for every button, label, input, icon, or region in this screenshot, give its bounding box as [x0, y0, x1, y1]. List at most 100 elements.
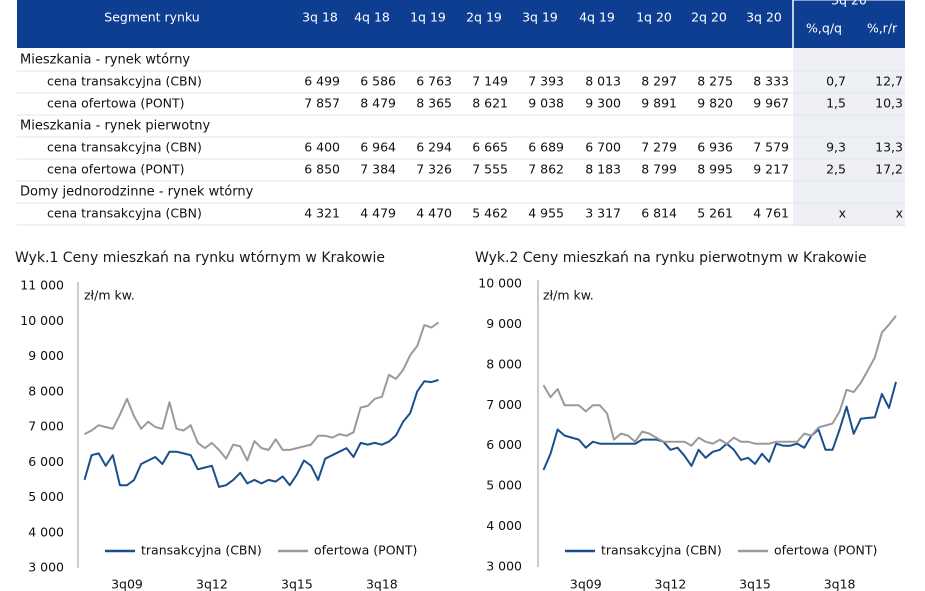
cell: 7 579 [753, 140, 789, 155]
cell: 0,7 [826, 74, 846, 89]
cell: 6 763 [416, 74, 452, 89]
y-tick-label: 6 000 [486, 437, 522, 452]
section-label: Mieszkania - rynek wtórny [20, 53, 190, 68]
x-tick-label: 3q09 [111, 577, 143, 591]
cell: 6 400 [304, 140, 340, 155]
cell: 7 384 [360, 162, 396, 177]
cell: 6 499 [304, 74, 340, 89]
row-label: cena transakcyjna (CBN) [47, 74, 202, 89]
header-cell: 3q 18 [302, 10, 338, 25]
subheader-cell: %,q/q [806, 21, 842, 36]
x-tick-label: 3q18 [366, 577, 398, 591]
x-tick-label: 3q12 [655, 577, 687, 591]
y-tick-label: 8 000 [28, 383, 64, 398]
header-cell: Segment rynku [104, 10, 199, 25]
cell: 7 149 [472, 74, 508, 89]
cell: 6 814 [641, 206, 677, 221]
row-label: cena ofertowa (PONT) [47, 162, 185, 177]
header-cell: 4q 19 [579, 10, 615, 25]
y-tick-label: 5 000 [486, 478, 522, 493]
cell: 3 317 [585, 206, 621, 221]
cell: 4 955 [528, 206, 564, 221]
header-cell: 2q 19 [466, 10, 502, 25]
header-cell: 3q 19 [522, 10, 558, 25]
cell: 8 275 [697, 74, 733, 89]
cell: 9 820 [697, 96, 733, 111]
cell: 5 261 [697, 206, 733, 221]
y-axis-label: zł/m kw. [543, 288, 594, 303]
legend-label: transakcyjna (CBN) [141, 543, 262, 558]
cell: x [839, 206, 846, 221]
x-tick-label: 3q15 [739, 577, 771, 591]
group-header: 3q 20 [831, 0, 867, 8]
cell: 6 936 [697, 140, 733, 155]
chart-title: Wyk.2 Ceny mieszkań na rynku pierwotnym … [475, 250, 867, 266]
cell: 10,3 [875, 96, 903, 111]
series-line [542, 381, 897, 471]
cell: 8 013 [585, 74, 621, 89]
y-tick-label: 8 000 [486, 356, 522, 371]
legend-label: ofertowa (PONT) [774, 543, 877, 558]
cell: 9 300 [585, 96, 621, 111]
header-cell: 1q 20 [636, 10, 672, 25]
section-label: Mieszkania - rynek pierwotny [20, 119, 211, 134]
cell: 7 279 [641, 140, 677, 155]
legend-label: transakcyjna (CBN) [601, 543, 722, 558]
cell: 8 365 [416, 96, 452, 111]
series-line [84, 321, 440, 462]
y-tick-label: 4 000 [28, 524, 64, 539]
table-header-bg [17, 0, 905, 48]
y-tick-label: 10 000 [20, 313, 64, 328]
cell: 6 294 [416, 140, 452, 155]
cell: 9 038 [528, 96, 564, 111]
header-cell: 4q 18 [354, 10, 390, 25]
cell: 9 967 [753, 96, 789, 111]
cell: 4 470 [416, 206, 452, 221]
x-tick-label: 3q09 [570, 577, 602, 591]
x-tick-label: 3q15 [281, 577, 313, 591]
cell: 6 689 [528, 140, 564, 155]
cell: x [896, 206, 903, 221]
y-tick-label: 9 000 [486, 316, 522, 331]
y-tick-label: 4 000 [486, 518, 522, 533]
y-tick-label: 3 000 [28, 560, 64, 575]
y-tick-label: 7 000 [486, 397, 522, 412]
series-line [542, 315, 897, 447]
header-cell: 1q 19 [410, 10, 446, 25]
y-tick-label: 5 000 [28, 489, 64, 504]
cell: 7 393 [528, 74, 564, 89]
cell: 9,3 [826, 140, 846, 155]
cell: 8 995 [697, 162, 733, 177]
cell: 5 462 [472, 206, 508, 221]
y-tick-label: 9 000 [28, 348, 64, 363]
y-axis-label: zł/m kw. [84, 288, 135, 303]
row-label: cena ofertowa (PONT) [47, 96, 185, 111]
header-cell: 3q 20 [746, 10, 782, 25]
cell: 8 183 [585, 162, 621, 177]
cell: 4 479 [360, 206, 396, 221]
legend-label: ofertowa (PONT) [314, 543, 417, 558]
cell: 8 621 [472, 96, 508, 111]
cell: 8 333 [753, 74, 789, 89]
cell: 12,7 [875, 74, 903, 89]
cell: 13,3 [875, 140, 903, 155]
x-tick-label: 3q12 [196, 577, 228, 591]
row-label: cena transakcyjna (CBN) [47, 140, 202, 155]
cell: 8 479 [360, 96, 396, 111]
section-label: Domy jednorodzinne - rynek wtórny [20, 185, 254, 200]
cell: 6 964 [360, 140, 396, 155]
cell: 6 586 [360, 74, 396, 89]
cell: 4 761 [753, 206, 789, 221]
subheader-cell: %,r/r [867, 21, 898, 36]
cell: 7 555 [472, 162, 508, 177]
header-cell: 2q 20 [691, 10, 727, 25]
y-tick-label: 10 000 [478, 276, 522, 291]
cell: 9 217 [753, 162, 789, 177]
y-tick-label: 11 000 [20, 278, 64, 293]
x-tick-label: 3q18 [824, 577, 856, 591]
cell: 8 799 [641, 162, 677, 177]
y-tick-label: 3 000 [486, 559, 522, 574]
row-label: cena transakcyjna (CBN) [47, 206, 202, 221]
cell: 1,5 [826, 96, 846, 111]
cell: 7 862 [528, 162, 564, 177]
